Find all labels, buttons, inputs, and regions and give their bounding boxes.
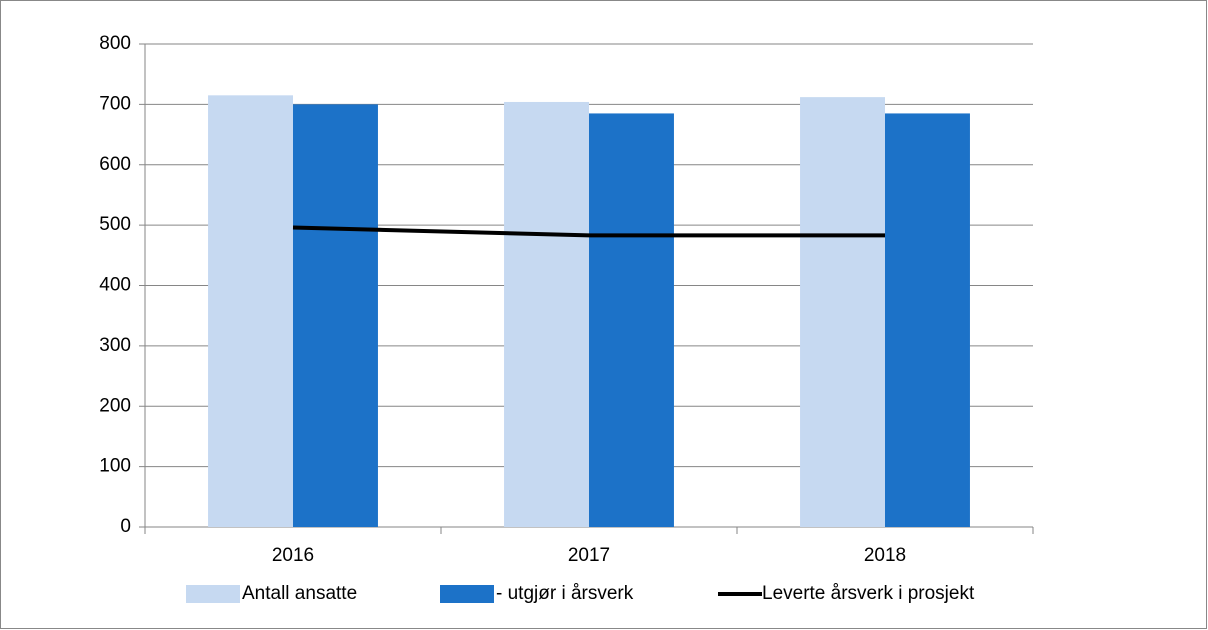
legend-swatch: [186, 585, 240, 603]
legend-swatch: [440, 585, 494, 603]
bar: [589, 113, 674, 528]
legend-label: Antall ansatte: [242, 583, 357, 604]
legend-label: Leverte årsverk i prosjekt: [762, 583, 975, 604]
x-tick-label: 2018: [864, 545, 906, 566]
y-tick-label: 500: [99, 214, 131, 235]
x-tick-label: 2016: [272, 545, 314, 566]
line-series: [292, 225, 885, 238]
bar: [293, 104, 378, 527]
y-tick-label: 200: [99, 395, 131, 416]
bar: [800, 97, 885, 527]
y-tick-label: 100: [99, 456, 131, 477]
bar: [885, 113, 970, 528]
y-tick-label: 300: [99, 335, 131, 356]
y-tick-label: 700: [99, 93, 131, 114]
x-tick-label: 2017: [568, 545, 610, 566]
y-tick-label: 600: [99, 154, 131, 175]
y-tick-label: 0: [120, 516, 131, 537]
legend-label: - utgjør i årsverk: [496, 583, 634, 604]
bar: [208, 95, 293, 527]
y-tick-label: 800: [99, 33, 131, 54]
bar: [504, 101, 589, 528]
y-tick-label: 400: [99, 275, 131, 296]
